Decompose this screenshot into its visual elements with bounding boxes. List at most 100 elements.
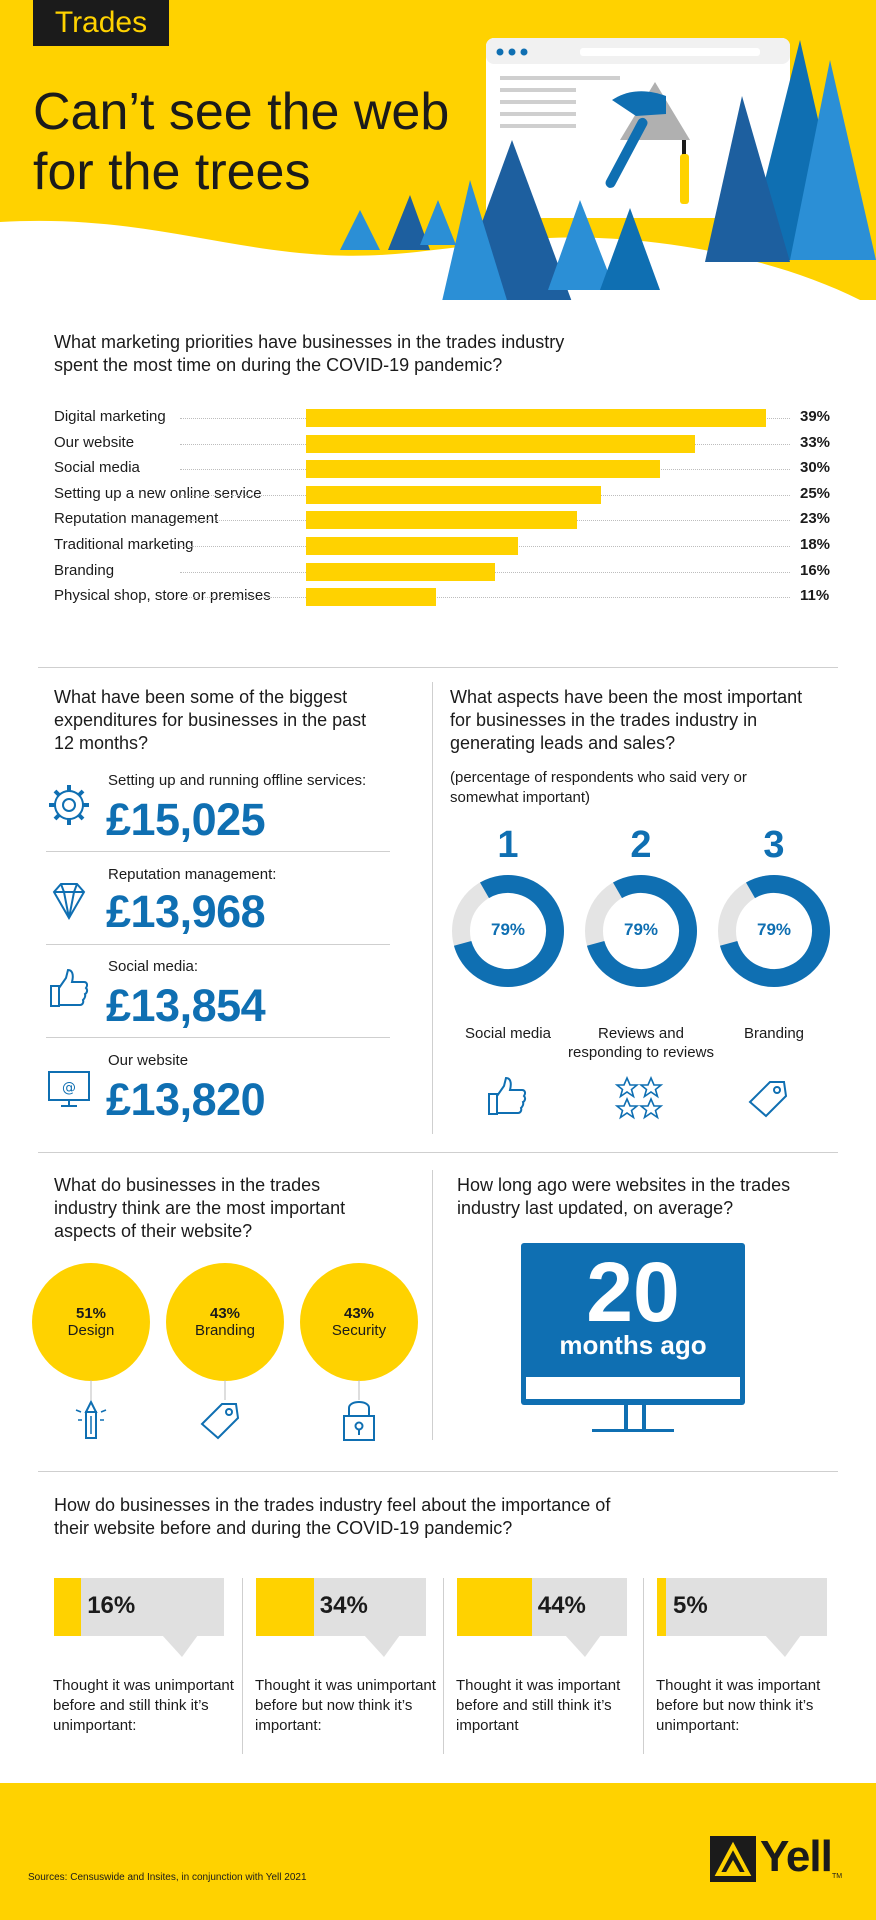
importance-card	[657, 1578, 827, 1636]
aspect-name: Branding	[194, 1322, 256, 1339]
bar-label: Digital marketing	[54, 408, 166, 425]
section-divider	[38, 667, 838, 668]
leads-note-line-1: (percentage of respondents who said very…	[450, 769, 747, 786]
sources-note: Sources: Censuswide and Insites, in conj…	[28, 1872, 307, 1883]
bar-value-label: 11%	[800, 587, 830, 605]
expenditure-value: £15,025	[106, 794, 266, 845]
section-divider	[38, 1152, 838, 1153]
donut-label: Reviews and responding to reviews	[561, 1024, 721, 1062]
donut-label-line: Reviews and	[598, 1025, 684, 1042]
bar	[306, 460, 660, 479]
pencil-icon	[75, 1400, 107, 1439]
category-tag: Trades	[33, 0, 169, 46]
importance-pct: 16%	[87, 1592, 136, 1619]
expenditure-label: Our website	[108, 1052, 189, 1069]
aspect-pct: 51%	[75, 1305, 107, 1322]
priorities-question-line-1: What marketing priorities have businesse…	[54, 332, 565, 352]
gear-icon	[49, 785, 89, 825]
importance-question-line-2: their website before and during the COVI…	[54, 1518, 513, 1538]
importance-text: Thought it was important before but now …	[656, 1677, 821, 1734]
speech-bubble-tail	[364, 1635, 400, 1657]
stars-icon	[614, 1076, 664, 1120]
expenditure-value: £13,968	[106, 886, 266, 937]
expenditure-divider	[46, 851, 390, 852]
importance-pct: 44%	[537, 1592, 586, 1619]
website-aspects-question-line-2: industry think are the most important	[54, 1198, 346, 1218]
donut-pct: 79%	[623, 920, 659, 939]
aspect-circle-security: 43% Security	[300, 1263, 418, 1381]
expenditure-label: Social media:	[108, 958, 199, 975]
rank-number: 2	[630, 824, 652, 866]
expenditures-question-line-1: What have been some of the biggest	[54, 687, 348, 707]
aspect-pct: 43%	[343, 1305, 375, 1322]
expenditure-divider	[46, 944, 390, 945]
aspect-name: Security	[331, 1322, 387, 1339]
bar-value-label: 18%	[800, 536, 831, 553]
aspect-circle-design: 51% Design	[32, 1263, 150, 1381]
monitor-at-icon: @	[48, 1071, 90, 1107]
yell-logo-text: Yell	[760, 1832, 833, 1881]
bar-label: Reputation management	[54, 510, 219, 528]
bar-guide	[180, 597, 790, 599]
leads-question: What aspects have been the most importan…	[450, 686, 860, 755]
aspect-connectors	[90, 1380, 360, 1400]
bar-value-label: 30%	[800, 459, 831, 477]
expenditure-divider	[46, 1037, 390, 1038]
card-divider	[443, 1578, 444, 1754]
donut-pct: 79%	[756, 920, 792, 939]
donut-label-line: Branding	[743, 1025, 805, 1042]
bar-label: Our website	[54, 433, 135, 451]
bar-label: Traditional marketing	[54, 536, 194, 553]
expenditures-question-line-2: expenditures for businesses in the past	[54, 710, 367, 730]
card-divider	[643, 1578, 644, 1754]
bar	[306, 537, 519, 555]
importance-pct: 5%	[673, 1592, 708, 1619]
leads-question-line-1: What aspects have been the most importan…	[450, 687, 803, 707]
speech-bubble-tail	[565, 1635, 601, 1657]
importance-text: Thought it was unimportant before and st…	[53, 1677, 234, 1734]
bar-label: Physical shop, store or premises	[54, 587, 271, 605]
importance-text: Thought it was important before and stil…	[456, 1677, 621, 1734]
expenditure-value: £13,854	[106, 980, 266, 1031]
speech-bubble-tail	[765, 1635, 801, 1657]
website-aspects-question-line-3: aspects of their website?	[54, 1221, 253, 1241]
bar-label: Setting up a new online service	[54, 484, 262, 502]
aspect-name: Design	[67, 1322, 115, 1339]
svg-text:@: @	[62, 1080, 76, 1096]
donut-label-line: responding to reviews	[568, 1044, 714, 1061]
donut-pct: 79%	[490, 920, 526, 939]
months-number: 20	[586, 1245, 680, 1339]
tag-icon	[748, 1081, 788, 1118]
donut-label-line: Social media	[465, 1025, 551, 1042]
bar-value-label: 39%	[800, 408, 831, 425]
bar	[306, 409, 766, 427]
padlock-icon	[343, 1401, 375, 1441]
importance-text: Thought it was unimportant before but no…	[255, 1677, 436, 1734]
donut-chart	[452, 875, 564, 987]
monitor-illustration	[521, 1243, 745, 1432]
bar-label: Branding	[54, 561, 115, 579]
leads-note-line-2: somewhat important)	[450, 789, 591, 806]
yell-logo-icon	[710, 1836, 756, 1882]
donut-chart	[585, 875, 697, 987]
importance-fill	[256, 1578, 314, 1636]
donut-chart	[718, 875, 830, 987]
donut-label: Branding	[694, 1024, 854, 1043]
expenditures-question: What have been some of the biggest expen…	[54, 686, 414, 755]
importance-fill	[54, 1578, 82, 1636]
priorities-question-line-2: spent the most time on during the COVID-…	[54, 355, 503, 375]
header-illustration	[0, 0, 876, 300]
importance-fill	[457, 1578, 532, 1636]
leads-question-line-3: generating leads and sales?	[450, 733, 676, 753]
trademark-mark: TM	[832, 1873, 843, 1880]
bar	[306, 434, 696, 453]
priorities-question: What marketing priorities have businesse…	[54, 331, 814, 377]
tag-icon	[200, 1403, 240, 1440]
bar	[306, 562, 495, 581]
card-divider	[242, 1578, 243, 1754]
bar	[306, 511, 578, 530]
bar	[306, 485, 601, 504]
column-divider	[432, 682, 433, 1134]
bar-value-label: 25%	[800, 484, 831, 502]
last-updated-question-line-2: industry last updated, on average?	[457, 1198, 734, 1218]
